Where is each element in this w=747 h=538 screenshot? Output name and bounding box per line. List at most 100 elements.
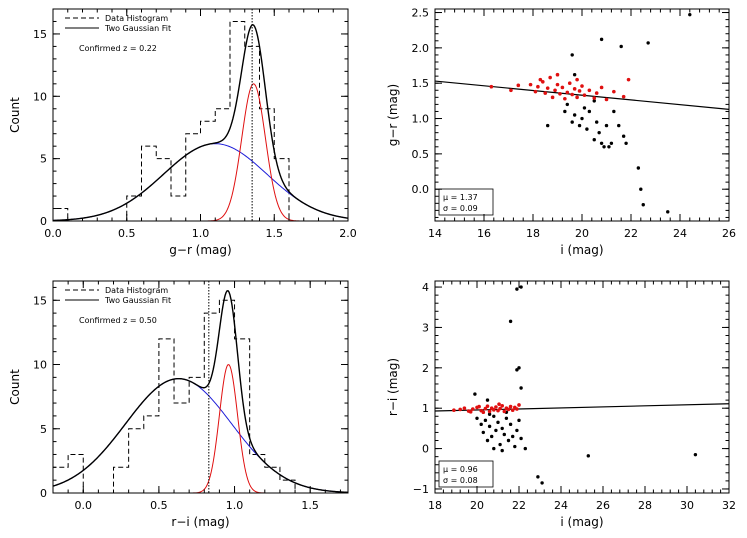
scatter-point-black bbox=[666, 210, 670, 214]
scatter-point-black bbox=[519, 436, 523, 441]
x-tick-label: 1.0 bbox=[226, 499, 244, 512]
y-axis-label: Count bbox=[8, 97, 22, 133]
scatter-point-black bbox=[496, 420, 500, 425]
y-tick-label: 15 bbox=[33, 28, 47, 41]
y-axis-label: g−r (mag) bbox=[386, 84, 400, 146]
scatter-point-black bbox=[492, 414, 496, 418]
scatter-point-black bbox=[483, 418, 488, 423]
scatter-point-red bbox=[580, 84, 584, 88]
scatter-point-red bbox=[489, 84, 494, 89]
scatter-point-black bbox=[577, 123, 582, 128]
scatter-point-black bbox=[607, 145, 611, 149]
scatter-point-red bbox=[483, 406, 488, 411]
plot-bl bbox=[52, 280, 349, 494]
scatter-point-black bbox=[604, 123, 609, 128]
x-tick-label: 2.0 bbox=[339, 227, 357, 240]
scatter-point-black bbox=[572, 73, 577, 77]
scatter-point-black bbox=[492, 446, 496, 451]
scatter-point-red bbox=[543, 91, 548, 95]
scatter-point-red bbox=[471, 407, 475, 411]
scatter-point-black bbox=[473, 392, 477, 396]
x-tick-label: 1.0 bbox=[192, 227, 210, 240]
scatter-point-black bbox=[513, 444, 517, 449]
scatter-point-black bbox=[485, 438, 490, 443]
y-tick-label: 5 bbox=[40, 153, 47, 166]
x-tick-label: 1.5 bbox=[301, 499, 319, 512]
scatter-point-red bbox=[575, 77, 579, 82]
scatter-point-red bbox=[575, 95, 579, 100]
x-tick-label: 0.0 bbox=[44, 227, 62, 240]
scatter-point-black bbox=[646, 41, 650, 45]
x-tick-label: 20 bbox=[575, 227, 589, 240]
y-tick-label: 0 bbox=[422, 443, 429, 456]
scatter-point-black bbox=[617, 123, 621, 128]
scatter-point-black bbox=[481, 430, 485, 435]
x-tick-label: 18 bbox=[428, 499, 442, 512]
scatter-point-red bbox=[533, 89, 538, 94]
scatter-point-black bbox=[572, 113, 577, 117]
y-axis-label: r−i (mag) bbox=[386, 358, 400, 416]
x-tick-label: 0.0 bbox=[75, 499, 93, 512]
x-tick-label: 14 bbox=[428, 227, 442, 240]
stats-sigma: σ = 0.08 bbox=[443, 476, 478, 485]
scatter-point-black bbox=[597, 130, 601, 135]
scatter-point-red bbox=[497, 402, 501, 406]
scatter-point-black bbox=[693, 452, 698, 457]
scatter-point-red bbox=[612, 89, 616, 94]
scatter-point-black bbox=[592, 138, 596, 142]
scatter-point-black bbox=[504, 416, 509, 420]
scatter-point-red bbox=[458, 407, 463, 412]
stats-mean: μ = 1.37 bbox=[443, 193, 478, 202]
scatter-point-red bbox=[509, 88, 513, 93]
scatter-point-black bbox=[565, 102, 569, 107]
scatter-point-red bbox=[599, 85, 604, 90]
scatter-point-black bbox=[515, 368, 519, 372]
scatter-point-black bbox=[498, 442, 502, 447]
scatter-point-black bbox=[570, 53, 574, 57]
plot-area bbox=[435, 285, 729, 485]
x-tick-label: 1.5 bbox=[266, 227, 284, 240]
x-tick-label: 28 bbox=[638, 499, 652, 512]
fit-line bbox=[435, 403, 729, 412]
x-tick-label: 26 bbox=[596, 499, 610, 512]
legend-label: Data Histogram bbox=[105, 14, 168, 23]
scatter-point-red bbox=[481, 410, 486, 415]
scatter-point-black bbox=[624, 141, 628, 145]
scatter-point-black bbox=[508, 422, 513, 427]
stats-box bbox=[438, 460, 494, 488]
scatter-point-red bbox=[572, 87, 577, 91]
y-tick-label: 0 bbox=[40, 487, 47, 500]
scatter-point-red bbox=[517, 403, 521, 407]
total-fit-curve bbox=[53, 290, 348, 493]
stats-sigma: σ = 0.09 bbox=[443, 204, 478, 213]
x-axis-label: g−r (mag) bbox=[169, 243, 231, 257]
scatter-point-black bbox=[641, 203, 645, 207]
scatter-point-red bbox=[452, 408, 456, 413]
scatter-point-red bbox=[492, 408, 496, 412]
scatter-point-black bbox=[517, 366, 521, 370]
x-tick-label: 20 bbox=[470, 499, 484, 512]
plot-area bbox=[53, 281, 348, 493]
scatter-point-red bbox=[550, 95, 555, 100]
scatter-point-black bbox=[487, 424, 492, 429]
scatter-point-red bbox=[604, 97, 609, 102]
stats-box bbox=[438, 188, 494, 216]
scatter-point-black bbox=[475, 416, 479, 420]
plot-br bbox=[434, 280, 730, 494]
legend-label: Two Gaussian Fit bbox=[104, 296, 171, 305]
plot-area bbox=[435, 12, 729, 214]
scatter-point-red bbox=[498, 406, 502, 411]
axis-frame bbox=[52, 280, 349, 494]
x-tick-label: 32 bbox=[722, 499, 736, 512]
scatter-point-black bbox=[500, 426, 504, 431]
scatter-point-red bbox=[536, 84, 540, 89]
scatter-point-red bbox=[462, 406, 467, 411]
x-tick-label: 24 bbox=[673, 227, 687, 240]
total-fit-curve bbox=[53, 24, 348, 221]
scatter-point-red bbox=[510, 408, 515, 413]
scatter-point-black bbox=[487, 412, 492, 416]
y-tick-label: 10 bbox=[33, 359, 47, 372]
scatter-point-black bbox=[508, 319, 513, 324]
scatter-point-black bbox=[523, 446, 527, 451]
scatter-point-black bbox=[582, 106, 587, 110]
